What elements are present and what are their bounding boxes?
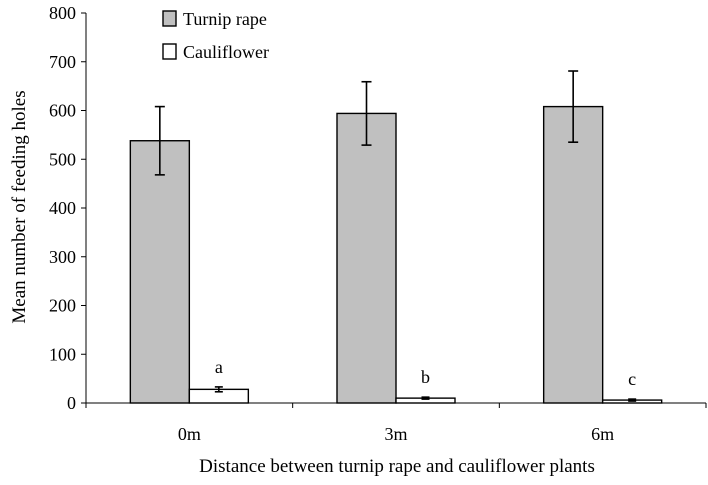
error-bar	[361, 80, 372, 146]
x-tick-label: 0m	[178, 424, 201, 444]
x-tick-label: 3m	[384, 424, 407, 444]
legend-label: Turnip rape	[183, 9, 267, 29]
legend-label: Cauliflower	[183, 42, 269, 62]
bar-turnip-rape	[336, 112, 397, 404]
y-tick-label: 500	[49, 149, 76, 169]
legend-swatch	[162, 43, 177, 60]
bar-turnip-rape	[542, 105, 604, 404]
y-tick-label: 200	[49, 296, 76, 316]
error-bar	[421, 396, 430, 400]
error-bar	[568, 70, 579, 143]
legend-item: Cauliflower	[162, 42, 269, 62]
significance-letter: b	[421, 367, 430, 387]
error-bar	[628, 398, 637, 402]
x-tick-label: 6m	[591, 424, 614, 444]
legend-item: Turnip rape	[162, 9, 267, 29]
significance-letter: a	[215, 357, 223, 377]
error-bar	[214, 386, 223, 393]
y-tick-label: 0	[67, 393, 76, 413]
bar-turnip-rape	[129, 140, 191, 404]
y-tick-label: 400	[49, 198, 76, 218]
y-tick-label: 100	[49, 344, 76, 364]
x-axis-title: Distance between turnip rape and caulifl…	[199, 456, 595, 477]
error-bar	[154, 105, 165, 176]
y-tick-label: 800	[49, 3, 76, 23]
significance-letter: c	[628, 369, 636, 389]
legend-swatch	[162, 10, 177, 27]
y-tick-label: 300	[49, 247, 76, 267]
y-tick-label: 600	[49, 101, 76, 121]
y-axis-title: Mean number of feeding holes	[9, 90, 30, 323]
y-tick-label: 700	[49, 52, 76, 72]
